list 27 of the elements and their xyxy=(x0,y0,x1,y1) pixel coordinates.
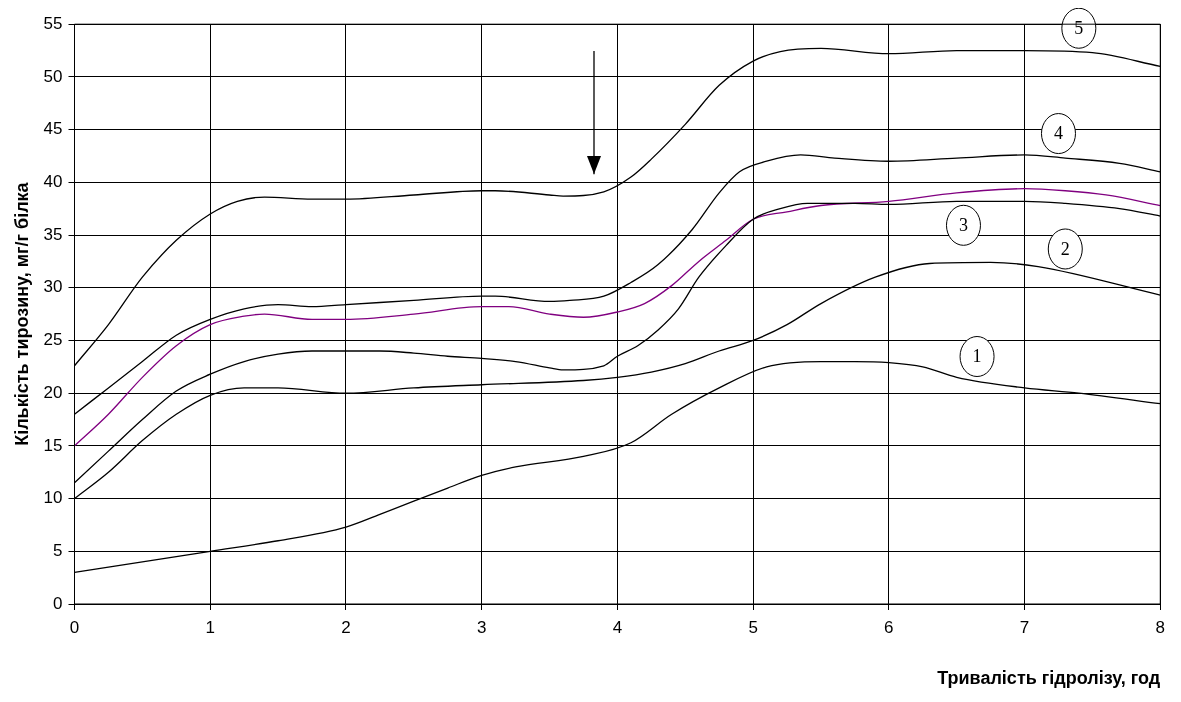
x-tick-label: 5 xyxy=(748,617,758,637)
y-tick-label: 35 xyxy=(43,224,63,244)
x-axis-title: Тривалість гідролізу, год xyxy=(937,668,1161,689)
x-tick-label: 4 xyxy=(612,617,623,637)
y-tick-label: 10 xyxy=(43,488,63,508)
y-tick-label: 5 xyxy=(53,540,63,560)
y-tick-label: 40 xyxy=(43,172,63,192)
y-tick-label: 20 xyxy=(43,382,63,402)
x-tick-label: 6 xyxy=(884,617,894,637)
series-label: 2 xyxy=(1060,238,1070,259)
series-label: 4 xyxy=(1053,123,1063,144)
series-label: 1 xyxy=(972,346,982,367)
y-tick-label: 55 xyxy=(43,13,63,33)
y-tick-label: 15 xyxy=(43,435,63,455)
x-tick-label: 3 xyxy=(476,617,487,637)
x-tick-label: 2 xyxy=(341,617,351,637)
y-axis-title: Кількість тирозину, мг/г білка xyxy=(11,181,32,446)
x-tick-label: 8 xyxy=(1155,617,1166,637)
y-tick-label: 30 xyxy=(43,277,63,297)
x-tick-label: 7 xyxy=(1019,617,1030,637)
series-label: 3 xyxy=(958,215,968,236)
x-tick-label: 1 xyxy=(205,617,215,637)
y-tick-label: 45 xyxy=(43,119,63,139)
y-tick-label: 0 xyxy=(53,593,63,613)
y-tick-label: 25 xyxy=(43,330,63,350)
y-tick-label: 50 xyxy=(43,66,63,86)
x-tick-label: 0 xyxy=(69,617,80,637)
